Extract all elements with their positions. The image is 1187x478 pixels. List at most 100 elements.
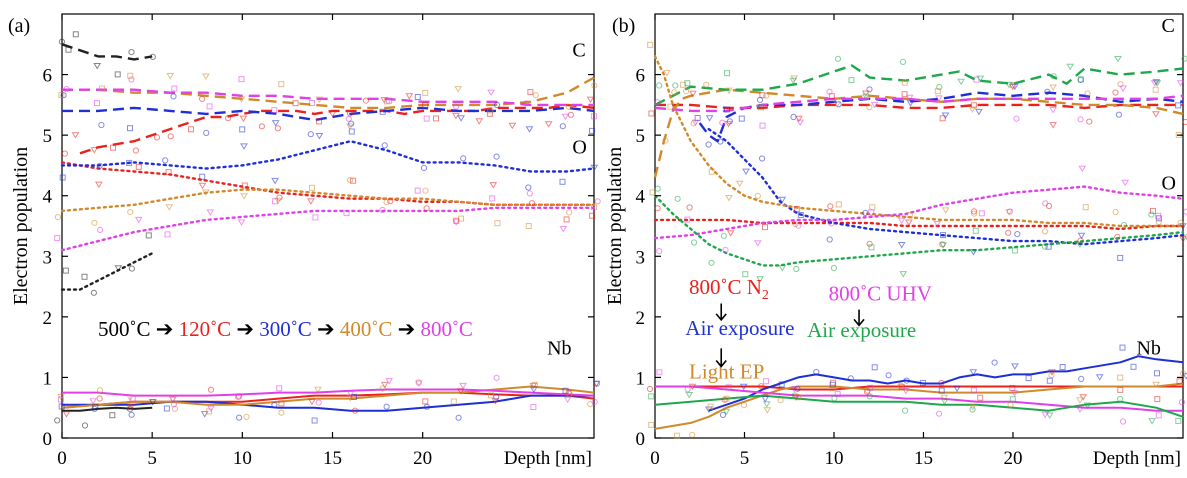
data-point <box>1112 208 1119 216</box>
data-point <box>98 121 105 129</box>
data-point <box>128 411 135 418</box>
data-point <box>61 150 69 157</box>
data-point <box>868 244 875 251</box>
panel-b-xlabel: Depth [nm] <box>1093 448 1181 469</box>
data-point <box>933 221 942 228</box>
data-point <box>487 89 495 97</box>
seq-arrow-4: ➔ <box>398 317 416 341</box>
data-point <box>726 118 734 125</box>
series-o-line <box>60 252 154 291</box>
data-point <box>188 126 194 133</box>
data-point <box>544 121 553 128</box>
data-point <box>793 206 800 212</box>
data-point <box>591 82 598 89</box>
series-c-line <box>654 64 1184 106</box>
data-point <box>705 141 712 148</box>
ytick-label: 3 <box>636 247 646 268</box>
data-point <box>90 289 98 296</box>
data-point <box>59 174 66 181</box>
data-point <box>826 236 833 243</box>
data-point <box>871 364 878 371</box>
data-point <box>1044 88 1051 95</box>
data-point <box>830 265 838 272</box>
data-point <box>866 240 873 247</box>
data-point <box>936 84 943 91</box>
data-point <box>796 119 805 127</box>
data-point <box>725 195 733 202</box>
data-point <box>127 403 134 410</box>
series-o-line <box>653 218 1185 231</box>
data-point <box>684 80 691 87</box>
xtick-label: 0 <box>650 448 660 469</box>
data-point <box>1041 243 1049 250</box>
ytick-label: 5 <box>43 126 53 147</box>
data-point <box>759 122 766 129</box>
data-point <box>685 392 694 399</box>
data-point <box>795 394 802 401</box>
data-point <box>387 198 394 205</box>
data-point <box>724 106 730 113</box>
data-point <box>81 273 88 280</box>
data-point <box>861 93 870 101</box>
data-point <box>379 206 386 214</box>
data-point <box>567 111 575 118</box>
series-o-line <box>707 127 1185 246</box>
data-point <box>790 386 799 393</box>
data-point <box>1042 200 1049 207</box>
data-point <box>735 180 744 188</box>
data-point <box>738 115 745 122</box>
data-point <box>347 177 354 184</box>
data-point <box>565 103 572 110</box>
data-point <box>866 86 873 93</box>
data-point <box>756 96 764 103</box>
data-point <box>562 387 569 394</box>
data-point <box>691 239 698 246</box>
data-point <box>903 377 910 384</box>
data-point <box>414 187 421 194</box>
data-point <box>423 115 430 122</box>
data-point <box>559 226 568 233</box>
data-point <box>1155 218 1162 226</box>
data-point <box>452 219 461 226</box>
data-point <box>170 93 177 100</box>
data-point <box>386 97 392 104</box>
data-point <box>348 128 355 135</box>
data-point <box>166 73 175 80</box>
data-point <box>238 76 245 83</box>
data-point <box>129 395 136 402</box>
data-point <box>778 381 785 388</box>
data-point <box>97 387 104 394</box>
data-point <box>1050 73 1057 80</box>
data-point <box>1076 397 1084 404</box>
data-point <box>135 163 142 170</box>
data-point <box>452 103 460 110</box>
data-point <box>689 431 696 438</box>
data-point <box>207 386 215 393</box>
seq-arrow-1: ➔ <box>156 317 174 341</box>
data-point <box>134 216 143 224</box>
data-point <box>243 413 250 420</box>
data-point <box>561 113 570 121</box>
data-point <box>1117 374 1124 381</box>
data-point <box>1119 344 1126 351</box>
data-point <box>225 115 232 122</box>
seq-arrow-2: ➔ <box>236 317 254 341</box>
data-point <box>110 144 116 151</box>
data-point <box>89 398 97 405</box>
data-point <box>109 412 116 419</box>
annotation-label: Air exposure <box>685 316 794 340</box>
data-point <box>797 212 804 218</box>
data-point <box>54 235 61 242</box>
element-label-c: C <box>1162 15 1175 37</box>
data-point <box>941 112 950 119</box>
data-point <box>414 94 421 100</box>
data-point <box>654 99 661 106</box>
data-point <box>1179 236 1187 243</box>
data-point <box>278 409 285 416</box>
data-point <box>1010 390 1019 397</box>
data-point <box>494 220 501 227</box>
data-point <box>309 184 315 191</box>
data-point <box>148 399 157 406</box>
data-point <box>1041 411 1050 419</box>
data-point <box>969 369 978 376</box>
